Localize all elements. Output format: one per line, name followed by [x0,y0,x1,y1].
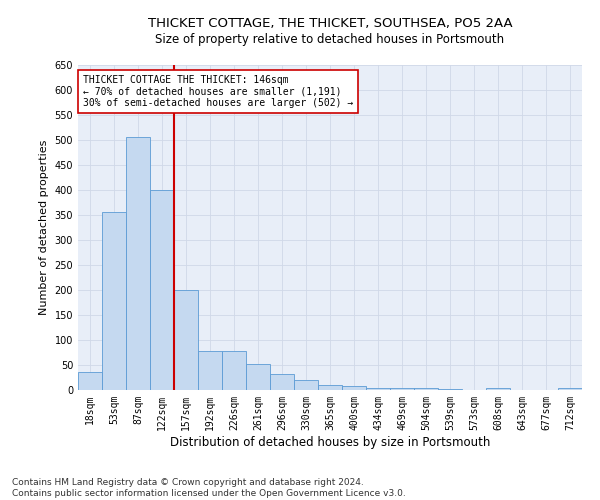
Bar [558,388,582,390]
Bar [222,351,246,390]
Bar [78,372,102,390]
Bar [366,388,390,390]
Bar [246,364,270,390]
Bar [486,388,510,390]
Text: THICKET COTTAGE THE THICKET: 146sqm
← 70% of detached houses are smaller (1,191): THICKET COTTAGE THE THICKET: 146sqm ← 70… [83,74,353,108]
Bar [174,290,198,390]
Text: THICKET COTTAGE, THE THICKET, SOUTHSEA, PO5 2AA: THICKET COTTAGE, THE THICKET, SOUTHSEA, … [148,18,512,30]
Bar [150,190,174,390]
Bar [294,380,318,390]
Bar [198,351,222,390]
Bar [126,136,150,390]
Bar [318,384,342,390]
Text: Size of property relative to detached houses in Portsmouth: Size of property relative to detached ho… [155,32,505,46]
X-axis label: Distribution of detached houses by size in Portsmouth: Distribution of detached houses by size … [170,436,490,448]
Text: Contains HM Land Registry data © Crown copyright and database right 2024.
Contai: Contains HM Land Registry data © Crown c… [12,478,406,498]
Y-axis label: Number of detached properties: Number of detached properties [39,140,49,315]
Bar [390,388,414,390]
Bar [342,386,366,390]
Bar [438,388,462,390]
Bar [270,374,294,390]
Bar [414,388,438,390]
Bar [102,212,126,390]
